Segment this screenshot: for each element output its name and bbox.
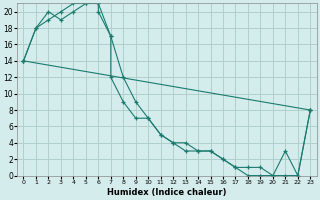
X-axis label: Humidex (Indice chaleur): Humidex (Indice chaleur): [107, 188, 227, 197]
